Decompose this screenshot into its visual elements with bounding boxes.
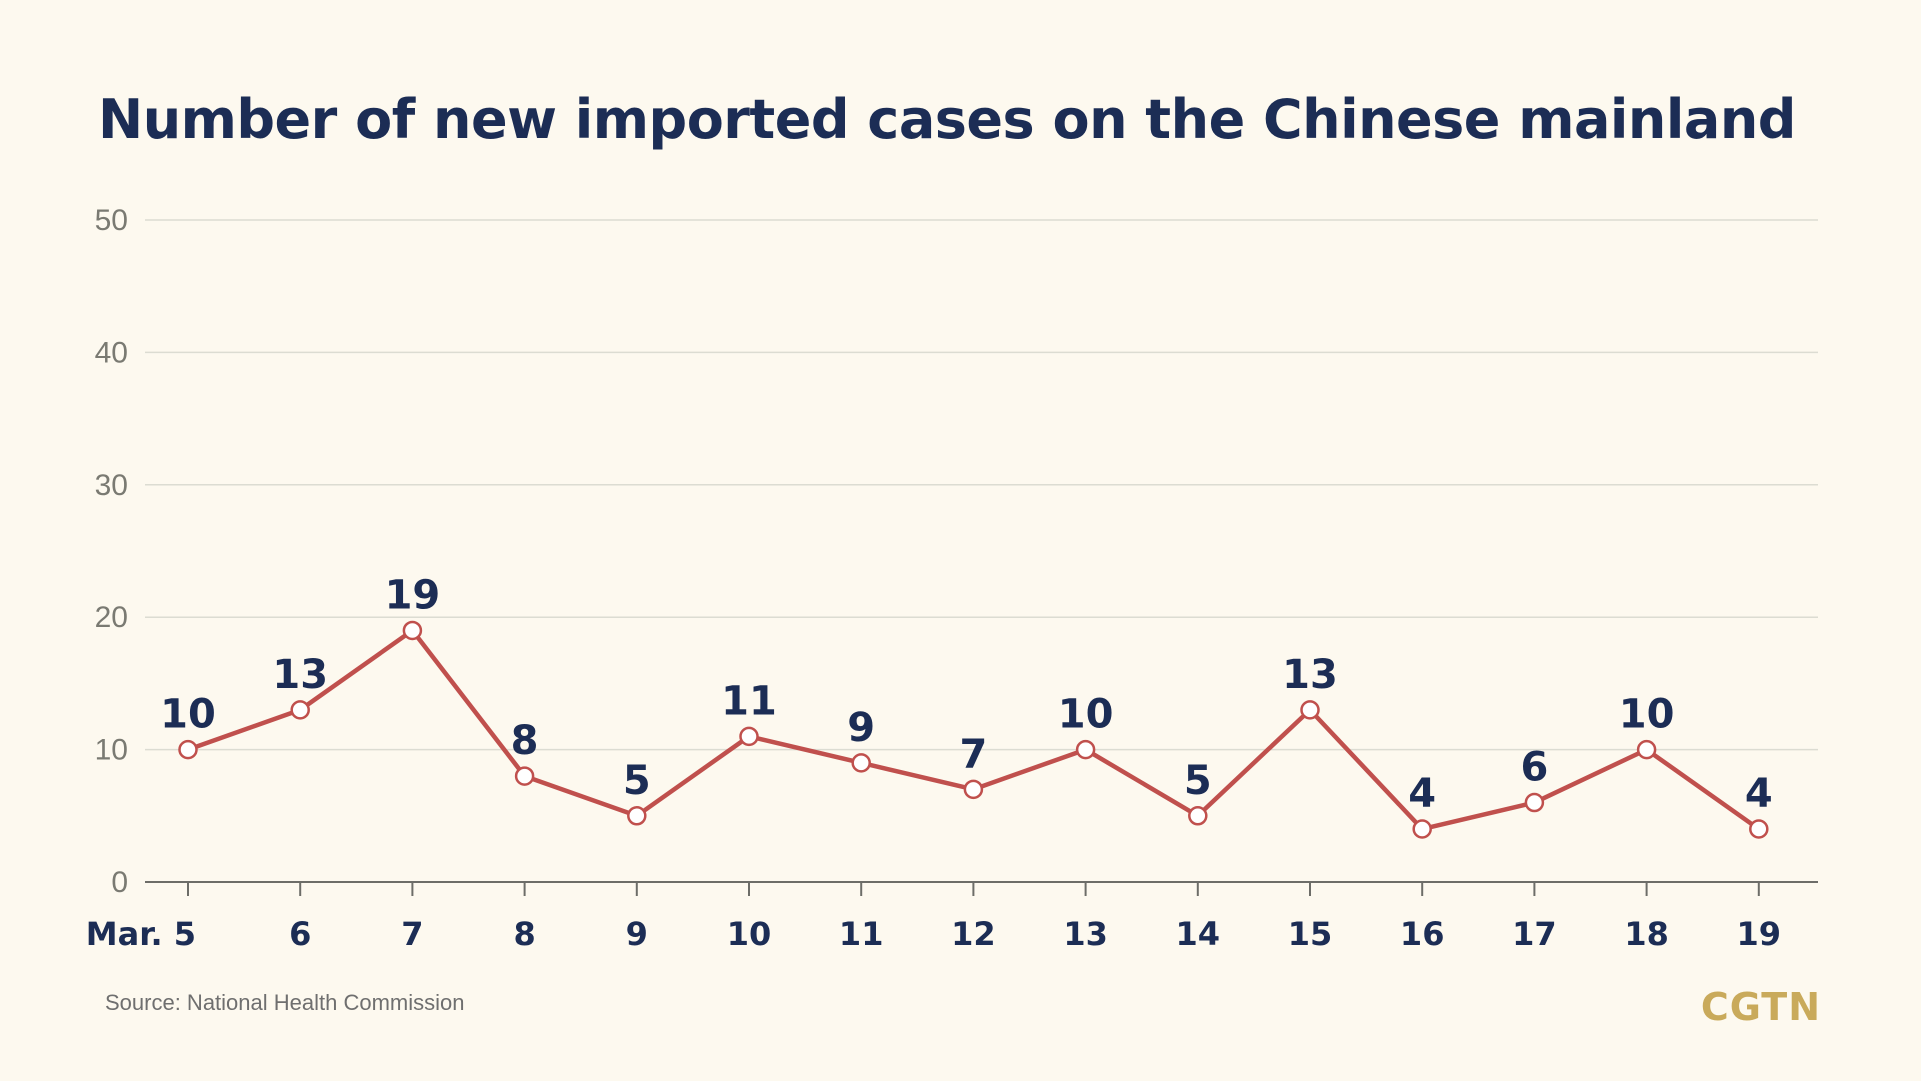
series-line [187, 628, 1761, 832]
x-tick-label: Mar. 5 [86, 915, 196, 953]
x-tick-label: 13 [1063, 915, 1108, 953]
data-point [1075, 739, 1096, 760]
source-note: Source: National Health Commission [105, 990, 465, 1015]
data-label: 8 [511, 718, 539, 764]
y-tick-label: 50 [95, 204, 128, 237]
x-tick-label: 9 [626, 915, 648, 953]
x-tick-label: 14 [1176, 915, 1221, 953]
y-tick-label: 40 [95, 336, 128, 369]
data-point [1749, 819, 1769, 839]
x-tick-label: 11 [839, 915, 884, 953]
data-labels: 10 13 19 8 5 11 9 7 10 5 13 4 6 10 4 [160, 572, 1773, 817]
data-label: 10 [1619, 692, 1675, 738]
cgtn-logo: CGTN [1700, 985, 1821, 1029]
y-tick-label: 10 [95, 734, 128, 767]
data-label: 5 [623, 758, 651, 804]
chart-title: Number of new imported cases on the Chin… [98, 88, 1796, 151]
data-label: 10 [1058, 692, 1114, 738]
x-tick-label: 18 [1624, 915, 1669, 953]
data-label: 19 [385, 572, 441, 618]
data-points [178, 620, 1769, 839]
y-tick-label: 30 [95, 469, 128, 502]
x-tick-label: 15 [1288, 915, 1333, 953]
data-point [178, 739, 198, 760]
y-axis-ticks: 0 10 20 30 40 50 [95, 204, 128, 899]
data-label: 4 [1408, 771, 1436, 817]
x-tick-label: 10 [727, 915, 772, 953]
data-label: 13 [1282, 652, 1338, 698]
data-label: 11 [721, 678, 777, 724]
x-tick-label: 17 [1512, 915, 1557, 953]
y-tick-label: 20 [95, 601, 128, 634]
data-point [739, 726, 759, 747]
data-label: 9 [847, 705, 875, 751]
data-label: 10 [160, 692, 216, 738]
data-label: 6 [1520, 745, 1548, 791]
data-label: 4 [1745, 771, 1773, 817]
data-point [1412, 819, 1432, 839]
data-point [1188, 806, 1208, 826]
data-label: 7 [959, 731, 987, 777]
data-point [514, 766, 535, 786]
data-point [1524, 792, 1545, 813]
data-point [963, 779, 984, 800]
x-tick-label: 7 [401, 915, 423, 953]
data-label: 13 [272, 652, 328, 698]
data-point [1300, 700, 1320, 720]
data-point [1636, 739, 1657, 760]
data-label: 5 [1184, 758, 1212, 804]
data-point [627, 806, 647, 826]
x-axis: Mar. 5 6 7 8 9 10 11 12 13 14 15 16 17 18 19 [86, 881, 1818, 953]
x-tick-label: 19 [1737, 915, 1782, 953]
x-tick-label: 8 [513, 915, 535, 953]
series-line-path [187, 628, 1761, 832]
grid-lines [145, 219, 1818, 751]
x-tick-label: 12 [951, 915, 996, 953]
data-point [290, 700, 310, 720]
y-tick-label: 0 [111, 866, 128, 899]
data-point [402, 620, 423, 641]
data-point [851, 753, 871, 773]
x-tick-label: 16 [1400, 915, 1445, 953]
x-tick-label: 6 [289, 915, 311, 953]
